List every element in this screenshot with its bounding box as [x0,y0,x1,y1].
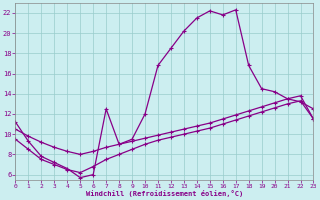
X-axis label: Windchill (Refroidissement éolien,°C): Windchill (Refroidissement éolien,°C) [86,190,243,197]
